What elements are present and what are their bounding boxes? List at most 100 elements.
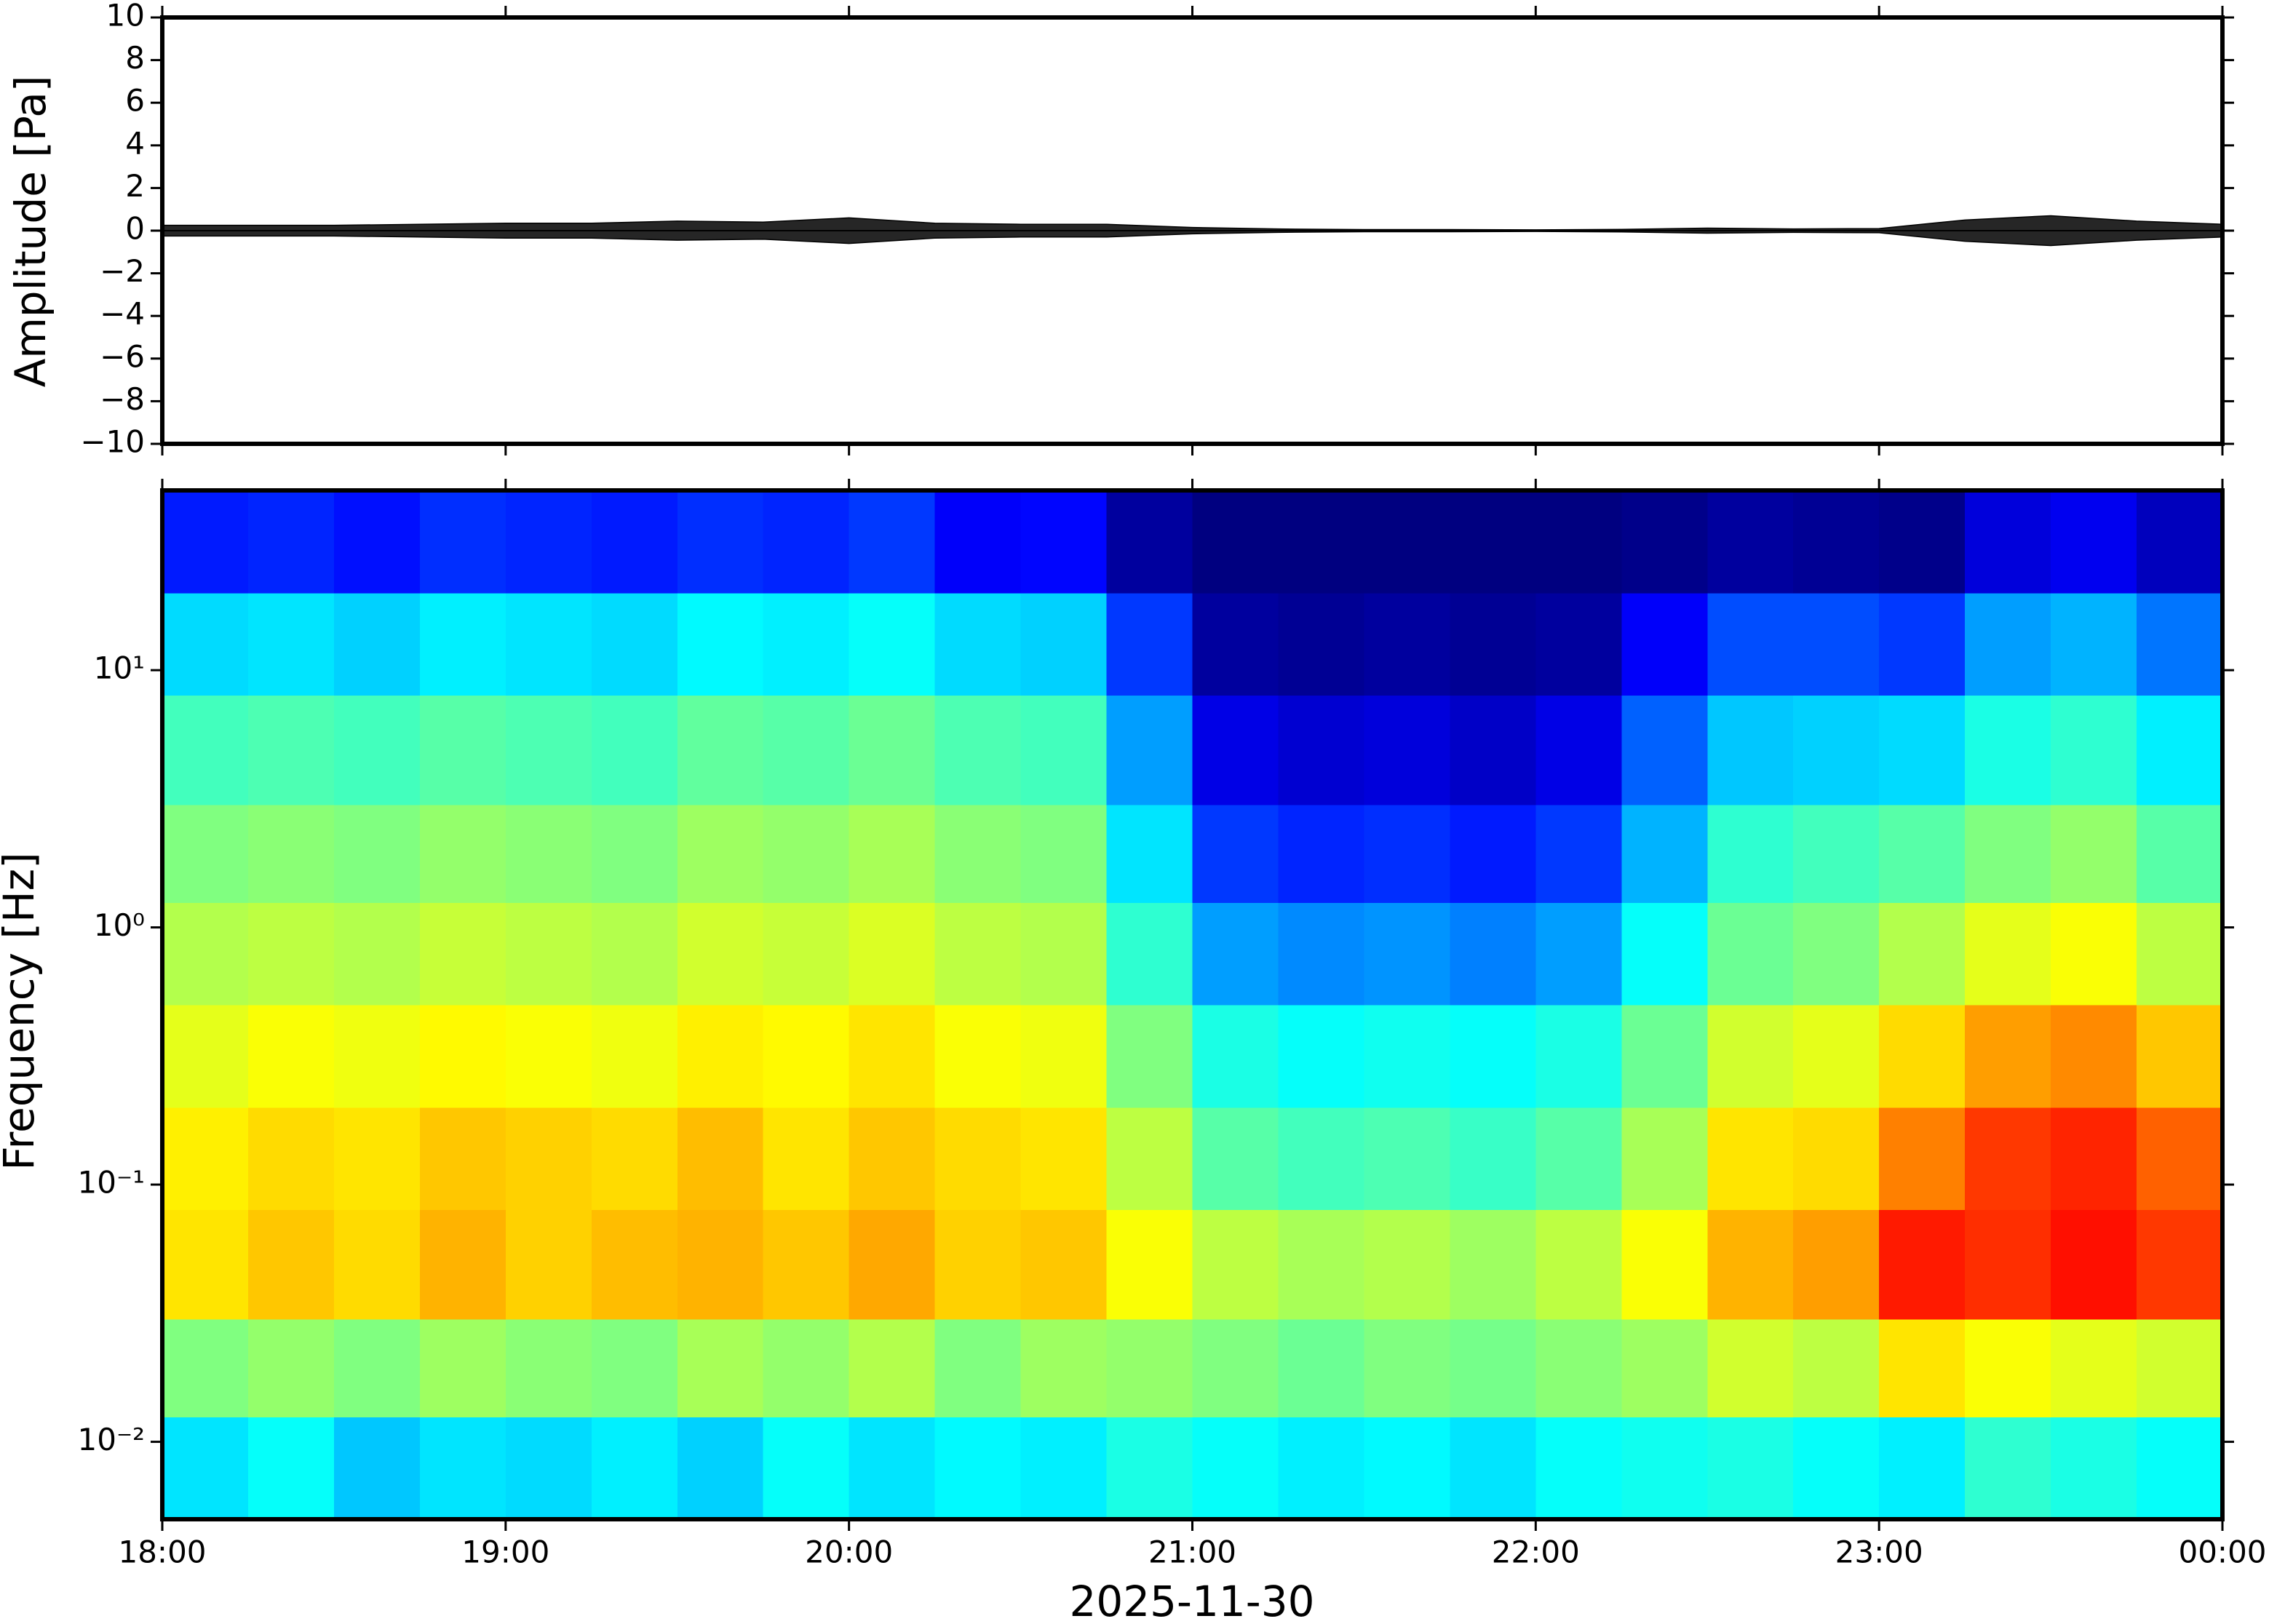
spectrogram-cell	[1793, 1209, 1880, 1320]
spectrogram-cell	[1535, 490, 1622, 594]
spectrogram-cell	[1621, 1209, 1708, 1320]
spectrogram-cell	[1364, 592, 1450, 696]
spectrogram-cell	[1364, 490, 1450, 594]
spectrogram-cell	[505, 592, 592, 696]
spectrogram-cell	[1020, 695, 1108, 805]
y-tick-label: 0	[125, 211, 145, 247]
spectrogram-cell	[2051, 1107, 2137, 1210]
spectrogram-cell	[677, 804, 764, 903]
spectrogram-cell	[763, 1209, 850, 1320]
spectrogram-cell	[1020, 1005, 1108, 1108]
spectrogram-cell	[849, 1005, 936, 1108]
spectrogram-cell	[1020, 1318, 1108, 1417]
spectrogram-cell	[1020, 1107, 1108, 1210]
spectrogram-cell	[1278, 804, 1365, 903]
spectrogram-cell	[333, 1417, 421, 1520]
spectrogram-cell	[2137, 490, 2223, 594]
spectrogram-cell	[1192, 1209, 1279, 1320]
spectrogram-cell	[247, 1318, 335, 1417]
spectrogram-cell	[1707, 804, 1794, 903]
spectrogram-cell	[1450, 1107, 1536, 1210]
y-tick-label: −2	[100, 253, 145, 289]
spectrogram-cell	[1364, 1209, 1450, 1320]
spectrogram-cell	[934, 1318, 1022, 1417]
spectrogram-cell	[505, 490, 592, 594]
spectrogram-cell	[419, 1209, 506, 1320]
spectrogram-cell	[1535, 1417, 1622, 1520]
spectrogram-cell	[1106, 1005, 1193, 1108]
spectrogram-cell	[2137, 1107, 2223, 1210]
spectrogram-cell	[162, 1209, 249, 1320]
spectrogram-cell	[1965, 804, 2051, 903]
spectrogram-cell	[1879, 1005, 1966, 1108]
spectrogram-cell	[677, 490, 764, 594]
y-tick-label: −4	[100, 296, 145, 332]
spectrogram-cell	[1879, 902, 1966, 1006]
spectrogram-cell	[1793, 695, 1880, 805]
spectrogram-cell	[934, 1005, 1022, 1108]
spectrogram-cell	[1535, 804, 1622, 903]
y-axis-label: Frequency [Hz]	[0, 852, 44, 1170]
spectrogram-cell	[1278, 592, 1365, 696]
spectrogram-cell	[1106, 695, 1193, 805]
x-tick-label: 19:00	[461, 1535, 549, 1570]
spectrogram-cell	[1965, 490, 2051, 594]
spectrogram-cell	[1621, 695, 1708, 805]
spectrogram-cell	[1707, 1005, 1794, 1108]
spectrogram-cell	[2051, 804, 2137, 903]
spectrogram-cell	[1879, 1318, 1966, 1417]
spectrogram-cell	[1707, 695, 1794, 805]
spectrogram	[162, 490, 2223, 1520]
spectrogram-cell	[1192, 490, 1279, 594]
spectrogram-cell	[1278, 902, 1365, 1006]
spectrogram-cell	[1450, 592, 1536, 696]
spectrogram-cell	[849, 1417, 936, 1520]
spectrogram-cell	[934, 1209, 1022, 1320]
spectrogram-cell	[1364, 1107, 1450, 1210]
spectrogram-cell	[1707, 1107, 1794, 1210]
spectrogram-cell	[162, 695, 249, 805]
spectrogram-cell	[1965, 1005, 2051, 1108]
y-tick-label: 10¹	[94, 650, 145, 686]
spectrogram-cell	[1278, 1209, 1365, 1320]
spectrogram-cell	[677, 1209, 764, 1320]
spectrogram-cell	[1106, 592, 1193, 696]
spectrogram-cell	[1793, 1005, 1880, 1108]
spectrogram-cell	[1707, 1209, 1794, 1320]
spectrogram-cell	[505, 1209, 592, 1320]
spectrogram-cell	[1450, 1318, 1536, 1417]
spectrogram-cell	[1020, 1209, 1108, 1320]
y-tick-label: −8	[100, 381, 145, 417]
spectrogram-cell	[162, 902, 249, 1006]
spectrogram-cell	[505, 695, 592, 805]
spectrogram-cell	[1707, 490, 1794, 594]
x-axis-label: 2025-11-30	[1069, 1577, 1314, 1624]
spectrogram-cell	[1278, 1318, 1365, 1417]
spectrogram-cell	[1621, 1417, 1708, 1520]
spectrogram-cell	[1621, 1318, 1708, 1417]
spectrogram-cell	[1192, 902, 1279, 1006]
spectrogram-cell	[1450, 490, 1536, 594]
spectrogram-cell	[1621, 490, 1708, 594]
spectrogram-cell	[1450, 1417, 1536, 1520]
spectrogram-cell	[333, 695, 421, 805]
spectrogram-cell	[162, 804, 249, 903]
spectrogram-cell	[1707, 592, 1794, 696]
spectrogram-cell	[1965, 1318, 2051, 1417]
spectrogram-cell	[333, 592, 421, 696]
x-tick-label: 20:00	[805, 1535, 893, 1570]
spectrogram-cell	[849, 592, 936, 696]
spectrogram-cell	[1793, 1107, 1880, 1210]
spectrogram-cell	[1192, 1107, 1279, 1210]
spectrogram-cell	[2137, 1209, 2223, 1320]
spectrogram-cell	[849, 902, 936, 1006]
spectrogram-cell	[1621, 1005, 1708, 1108]
spectrogram-cell	[1793, 490, 1880, 594]
spectrogram-cell	[591, 1107, 678, 1210]
spectrogram-cell	[591, 1417, 678, 1520]
spectrogram-cell	[1106, 1107, 1193, 1210]
spectrogram-cell	[247, 592, 335, 696]
spectrogram-cell	[1106, 1209, 1193, 1320]
spectrogram-cell	[419, 1107, 506, 1210]
spectrogram-cell	[763, 695, 850, 805]
